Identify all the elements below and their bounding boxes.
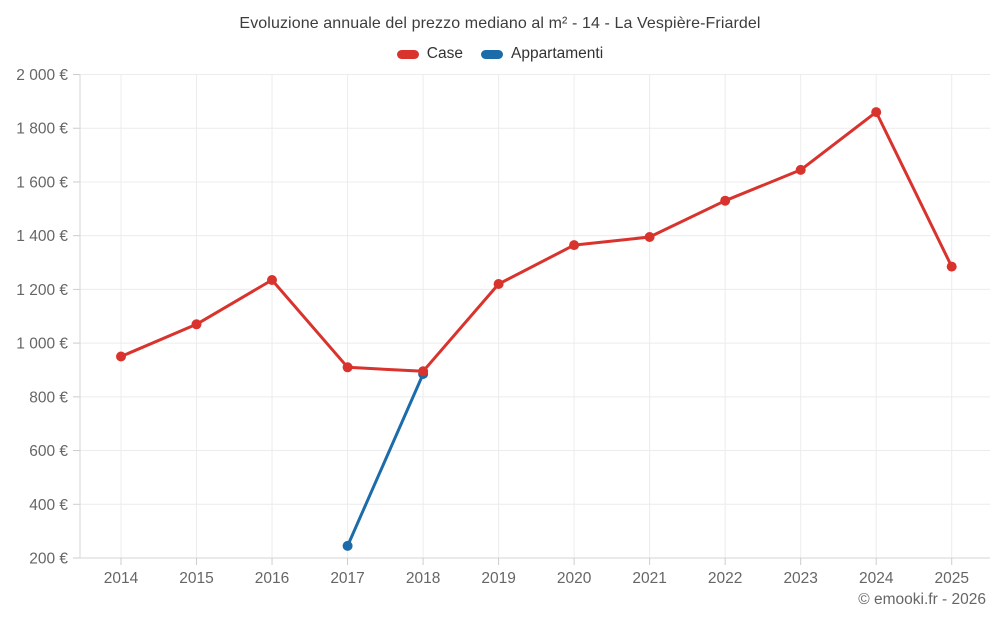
data-point-case-2015[interactable] <box>191 319 202 330</box>
chart-legend: Case Appartamenti <box>0 45 1000 63</box>
y-tick-label: 200 € <box>29 551 68 568</box>
data-point-case-2016[interactable] <box>267 275 277 285</box>
data-point-case-2020[interactable] <box>569 240 580 251</box>
chart-title: Evoluzione annuale del prezzo mediano al… <box>239 15 761 32</box>
data-point-case-2021[interactable] <box>644 232 655 242</box>
data-point-case-2017[interactable] <box>342 362 353 373</box>
x-tick-label: 2017 <box>330 570 364 587</box>
legend-label-case: Case <box>426 45 463 62</box>
x-tick-label: 2021 <box>632 570 666 587</box>
series-line-case <box>119 110 954 373</box>
y-tick-label: 1 000 € <box>16 336 68 353</box>
data-point-appartamenti-2017[interactable] <box>342 540 353 551</box>
data-point-case-2018[interactable] <box>418 366 429 377</box>
data-point-case-2024[interactable] <box>871 107 882 118</box>
legend-label-appartamenti: Appartamenti <box>510 45 604 62</box>
x-tick-label: 2022 <box>708 570 742 587</box>
y-tick-label: 800 € <box>29 389 68 406</box>
x-tick-label: 2016 <box>255 570 289 587</box>
y-tick-label: 1 600 € <box>16 174 68 191</box>
x-tick-label: 2025 <box>934 570 968 587</box>
data-point-case-2023[interactable] <box>795 164 806 175</box>
data-point-case-2022[interactable] <box>720 195 731 206</box>
data-point-case-2025[interactable] <box>946 261 957 272</box>
data-point-case-2019[interactable] <box>493 279 504 289</box>
y-tick-label: 1 800 € <box>16 121 68 138</box>
x-tick-label: 2014 <box>104 570 139 587</box>
x-tick-label: 2024 <box>859 570 894 587</box>
x-tick-label: 2015 <box>179 570 213 587</box>
legend-item-appartamenti[interactable]: Appartamenti <box>480 45 604 63</box>
y-tick-label: 2 000 € <box>16 67 68 84</box>
data-point-case-2014[interactable] <box>116 351 126 362</box>
x-tick-label: 2019 <box>481 570 515 587</box>
y-tick-label: 600 € <box>29 443 68 460</box>
x-tick-label: 2020 <box>557 570 592 587</box>
legend-item-case[interactable]: Case <box>396 45 463 63</box>
copyright-footer: © emooki.fr - 2026 <box>858 591 986 608</box>
series-line-appartamenti <box>346 372 425 548</box>
x-tick-label: 2023 <box>783 570 817 587</box>
case-series-swatch-icon <box>396 49 419 59</box>
y-tick-label: 400 € <box>29 497 68 514</box>
x-tick-label: 2018 <box>406 570 440 587</box>
y-tick-label: 1 200 € <box>16 282 68 299</box>
appartamenti-series-swatch-icon <box>480 49 503 59</box>
y-tick-label: 1 400 € <box>16 228 68 245</box>
